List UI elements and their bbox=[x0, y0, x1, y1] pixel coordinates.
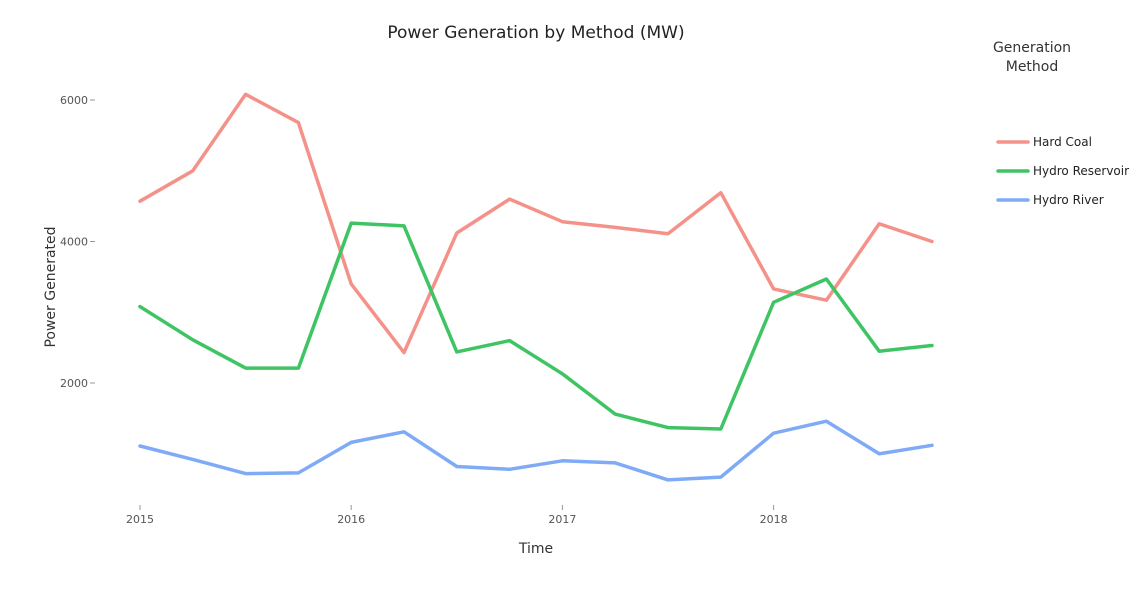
x-tick-label: 2017 bbox=[548, 513, 576, 526]
y-tick-label: 4000 bbox=[60, 236, 88, 249]
series-line-hard-coal bbox=[138, 92, 934, 355]
x-tick-label: 2016 bbox=[337, 513, 365, 526]
y-tick-label: 2000 bbox=[60, 377, 88, 390]
x-tick-label: 2018 bbox=[760, 513, 788, 526]
legend-label-hard-coal: Hard Coal bbox=[1033, 135, 1092, 149]
chart-title: Power Generation by Method (MW) bbox=[387, 23, 684, 43]
x-tick-label: 2015 bbox=[126, 513, 154, 526]
y-axis-label: Power Generated bbox=[43, 226, 59, 347]
y-axis: 2000 4000 6000 bbox=[60, 94, 95, 390]
legend-label-hydro-river: Hydro River bbox=[1033, 193, 1104, 207]
legend-title-line-2: Method bbox=[1006, 59, 1059, 75]
legend: Generation Method Hard Coal Hydro Reservo… bbox=[993, 40, 1129, 207]
x-axis-label: Time bbox=[518, 541, 553, 557]
series-line-hydro-river bbox=[138, 419, 934, 482]
plot-area bbox=[138, 92, 934, 482]
x-axis: 2015 2016 2017 2018 bbox=[126, 505, 788, 526]
legend-label-hydro-reservoir: Hydro Reservoir bbox=[1033, 164, 1129, 178]
series-line-hydro-reservoir bbox=[138, 221, 934, 431]
legend-title-line-1: Generation bbox=[993, 40, 1071, 56]
y-tick-label: 6000 bbox=[60, 94, 88, 107]
